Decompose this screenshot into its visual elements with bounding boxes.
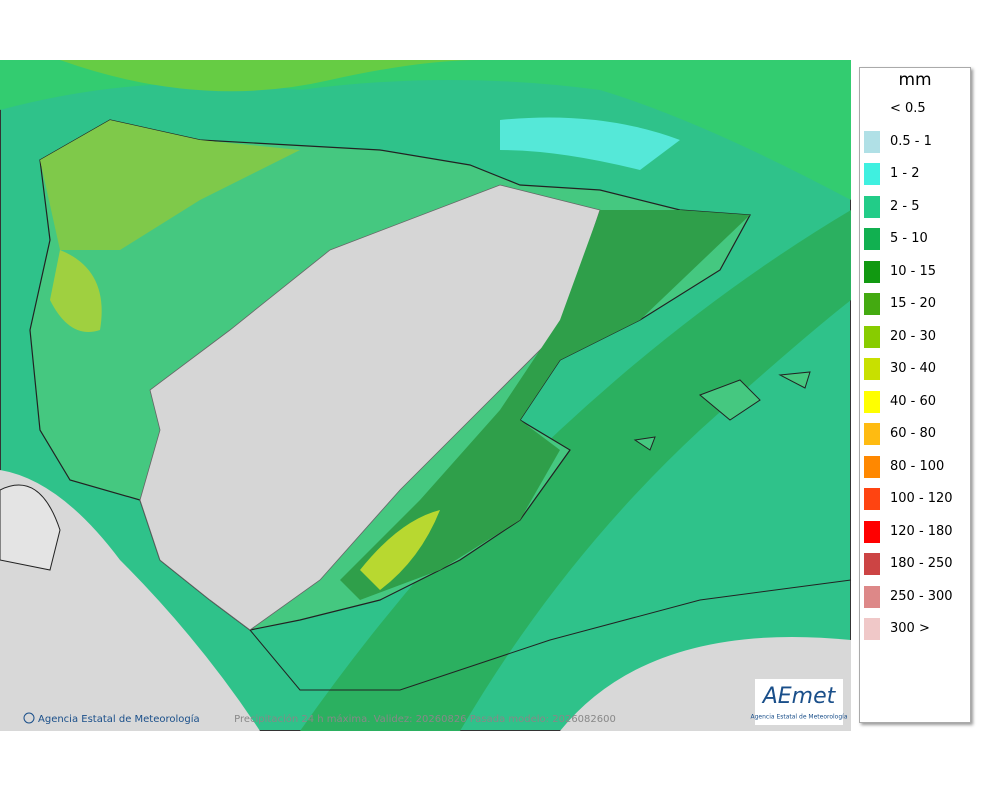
legend-swatch xyxy=(864,585,880,608)
legend-item: 250 - 300 xyxy=(864,585,968,608)
legend-swatch xyxy=(864,130,880,153)
legend-label: 300 > xyxy=(890,621,930,636)
legend-item: 20 - 30 xyxy=(864,325,968,348)
legend-item: 300 > xyxy=(864,618,968,640)
legend-swatch xyxy=(864,520,880,543)
legend-label: 60 - 80 xyxy=(890,426,937,441)
legend-swatch xyxy=(864,390,880,413)
dry-area xyxy=(0,470,260,731)
legend-label: 100 - 120 xyxy=(890,491,953,506)
legend-label: 40 - 60 xyxy=(890,393,937,409)
legend-label: 120 - 180 xyxy=(890,523,953,539)
legend-label: 10 - 15 xyxy=(890,263,937,279)
logo: AEmet xyxy=(761,684,837,709)
africa-coast xyxy=(249,579,852,691)
rain-area xyxy=(360,510,440,590)
map: Agencia Estatal de Meteorología Precipit… xyxy=(0,60,852,731)
rain-area xyxy=(500,117,680,170)
legend-title: mm xyxy=(898,70,932,90)
legend-item: 40 - 60 xyxy=(864,390,968,413)
rain-area xyxy=(300,210,851,731)
legend-swatch xyxy=(864,618,880,640)
legend-label: 2 - 5 xyxy=(890,198,920,214)
legend-label: 1 - 2 xyxy=(890,166,920,181)
legend-swatch xyxy=(864,260,880,283)
legend-swatch xyxy=(864,293,880,315)
island xyxy=(633,371,811,451)
legend-label: 5 - 10 xyxy=(890,231,928,246)
credit: Agencia Estatal de Meteorología xyxy=(38,713,200,725)
legend-label: 15 - 20 xyxy=(890,296,937,311)
legend-item: 15 - 20 xyxy=(864,293,968,315)
legend-swatch xyxy=(864,553,880,575)
legend-item: 120 - 180 xyxy=(864,520,968,543)
legend-swatch xyxy=(864,488,880,510)
legend-label: < 0.5 xyxy=(890,101,926,116)
legend-swatch xyxy=(864,358,880,380)
legend-label: 20 - 30 xyxy=(890,328,937,344)
legend-label: 30 - 40 xyxy=(890,361,937,376)
caption: Precipitación 24 h máxima. Validez: 2026… xyxy=(234,713,616,725)
legend-swatch xyxy=(864,98,880,120)
legend-label: 180 - 250 xyxy=(890,556,953,571)
legend-swatch xyxy=(864,195,880,218)
logo-box xyxy=(755,679,843,725)
coast xyxy=(0,484,61,571)
legend-item: 5 - 10 xyxy=(864,228,968,250)
legend-item: 80 - 100 xyxy=(864,455,968,478)
legend-swatch xyxy=(864,423,880,445)
legend-swatch xyxy=(864,228,880,250)
legend-item: 180 - 250 xyxy=(864,553,968,575)
rain-area xyxy=(40,120,300,250)
rain-area xyxy=(0,60,851,200)
legend-swatch xyxy=(864,325,880,348)
legend-label: 80 - 100 xyxy=(890,458,945,474)
legend: mm < 0.5 0.5 - 1 1 - 2 2 - 5 5 - 10 10 - 15 15… xyxy=(859,67,971,723)
legend-swatch xyxy=(864,455,880,478)
legend-label: 250 - 300 xyxy=(890,588,953,604)
legend-item: 0.5 - 1 xyxy=(864,130,968,153)
rain-area xyxy=(60,60,480,92)
legend-item: < 0.5 xyxy=(864,98,968,120)
legend-swatch xyxy=(864,163,880,185)
rain-area xyxy=(340,210,750,600)
legend-item: 1 - 2 xyxy=(864,163,968,185)
legend-item: 100 - 120 xyxy=(864,488,968,510)
legend-item: 30 - 40 xyxy=(864,358,968,380)
logo-subtitle: Agencia Estatal de Meteorología xyxy=(751,714,848,721)
legend-item: 60 - 80 xyxy=(864,423,968,445)
copyright-icon xyxy=(23,712,35,724)
legend-item: 10 - 15 xyxy=(864,260,968,283)
legend-label: 0.5 - 1 xyxy=(890,133,932,149)
rain-area xyxy=(50,250,102,332)
legend-item: 2 - 5 xyxy=(864,195,968,218)
